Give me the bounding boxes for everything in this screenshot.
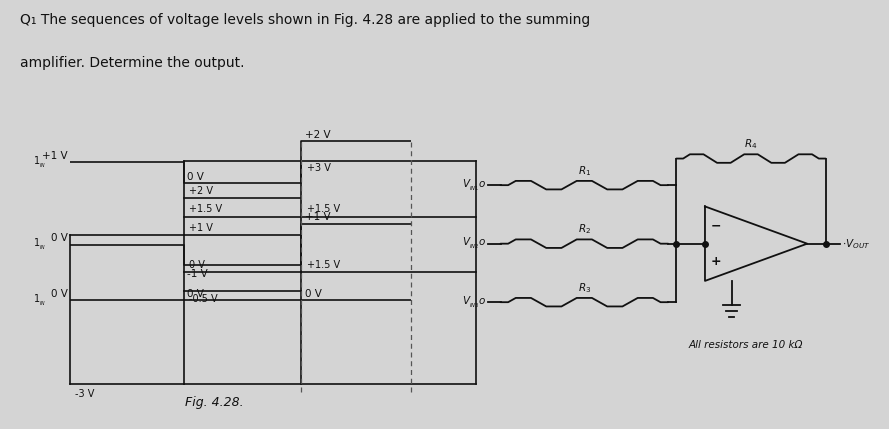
Text: 0 V: 0 V	[187, 172, 204, 182]
Text: $V_{_{IN1}}$o: $V_{_{IN1}}$o	[462, 178, 486, 193]
Text: 0 V: 0 V	[187, 289, 204, 299]
Text: Fig. 4.28.: Fig. 4.28.	[185, 396, 244, 409]
Text: All resistors are 10 kΩ: All resistors are 10 kΩ	[689, 340, 803, 350]
Text: $\cdot V_{OUT}$: $\cdot V_{OUT}$	[842, 237, 870, 251]
Text: +: +	[711, 255, 722, 268]
Text: $1_{_{IN}}$: $1_{_{IN}}$	[33, 155, 46, 170]
Text: $R_4$: $R_4$	[744, 137, 757, 151]
Text: $R_1$: $R_1$	[578, 164, 591, 178]
Text: $1_{_{IN}}$: $1_{_{IN}}$	[33, 237, 46, 252]
Text: +1 V: +1 V	[188, 223, 212, 233]
Text: −: −	[711, 220, 722, 233]
Text: $R_3$: $R_3$	[578, 281, 591, 295]
Text: 0 V: 0 V	[51, 289, 68, 299]
Text: +1 V: +1 V	[305, 212, 331, 222]
Text: 0 V: 0 V	[188, 260, 204, 270]
Text: +2 V: +2 V	[305, 130, 331, 140]
Text: $R_2$: $R_2$	[578, 222, 591, 236]
Text: +1.5 V: +1.5 V	[307, 204, 340, 214]
Text: +3 V: +3 V	[307, 163, 331, 173]
Text: +2 V: +2 V	[188, 186, 212, 196]
Text: -1 V: -1 V	[187, 269, 208, 279]
Text: $V_{_{IN3}}$o: $V_{_{IN3}}$o	[462, 295, 486, 310]
Text: -0.5 V: -0.5 V	[188, 294, 218, 304]
Text: amplifier. Determine the output.: amplifier. Determine the output.	[20, 56, 244, 70]
Text: +1.5 V: +1.5 V	[188, 204, 222, 214]
Text: $V_{_{IN2}}$o: $V_{_{IN2}}$o	[462, 236, 486, 251]
Text: +1 V: +1 V	[43, 151, 68, 161]
Text: +1.5 V: +1.5 V	[307, 260, 340, 270]
Text: Q₁ The sequences of voltage levels shown in Fig. 4.28 are applied to the summing: Q₁ The sequences of voltage levels shown…	[20, 13, 589, 27]
Text: 0 V: 0 V	[305, 289, 322, 299]
Text: 0 V: 0 V	[51, 233, 68, 243]
Text: $1_{_{IN}}$: $1_{_{IN}}$	[33, 293, 46, 308]
Text: -3 V: -3 V	[75, 389, 94, 399]
